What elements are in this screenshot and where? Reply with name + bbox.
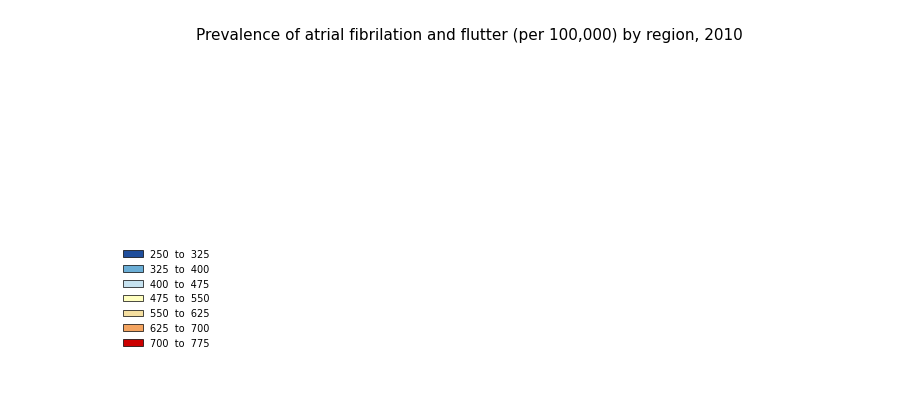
- Title: Prevalence of atrial fibrilation and flutter (per 100,000) by region, 2010: Prevalence of atrial fibrilation and flu…: [196, 28, 742, 43]
- Legend: 250  to  325, 325  to  400, 400  to  475, 475  to  550, 550  to  625, 625  to  7: 250 to 325, 325 to 400, 400 to 475, 475 …: [119, 245, 214, 352]
